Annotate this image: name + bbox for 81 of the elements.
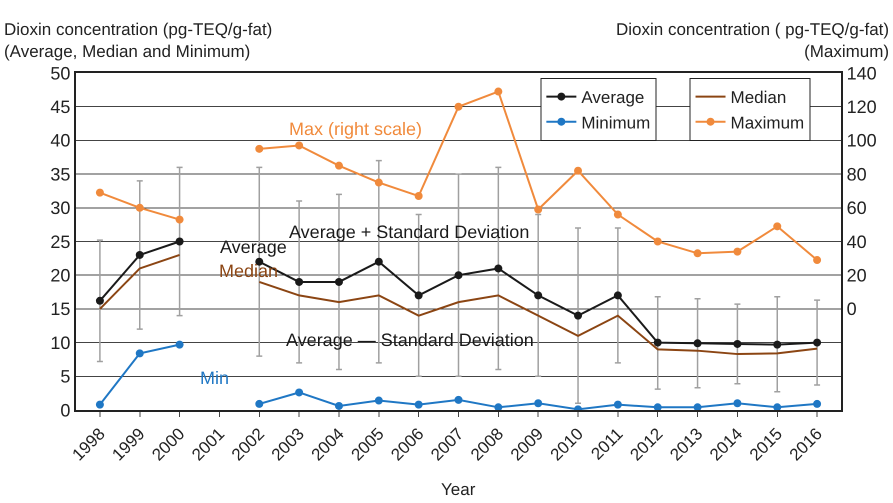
point: [334, 402, 343, 410]
point: [255, 144, 264, 153]
point: [136, 250, 144, 259]
point: [96, 188, 104, 197]
point: [574, 166, 582, 175]
point: [414, 291, 423, 300]
point: [494, 403, 502, 410]
point: [334, 162, 343, 170]
x-axis-title: Year: [441, 480, 476, 499]
y-tick-label: 45: [50, 97, 70, 117]
y2-tick-label: 40: [846, 232, 867, 252]
point: [694, 249, 702, 258]
point: [813, 400, 822, 408]
point: [136, 349, 144, 358]
y2-tick-label: 100: [846, 130, 877, 151]
y-tick-label: 5: [60, 366, 70, 387]
point: [295, 278, 304, 286]
y-tick-label: 30: [50, 198, 70, 218]
y-tick-label: 25: [50, 232, 70, 252]
point: [614, 400, 622, 409]
point: [96, 296, 104, 305]
point: [454, 396, 462, 404]
y2-tick-label: 60: [846, 198, 867, 218]
y-tick-label: 35: [50, 164, 70, 184]
point: [176, 340, 184, 349]
annotation: Average: [220, 237, 287, 257]
y-tick-label: 15: [50, 299, 70, 320]
y2-tick-label: 140: [846, 63, 877, 84]
y2-tick-label: 0: [846, 299, 857, 320]
point: [773, 340, 782, 349]
point: [454, 271, 462, 280]
point: [733, 340, 742, 348]
legend-label: Maximum: [730, 113, 804, 132]
point: [534, 399, 542, 408]
y2-tick-label: 20: [846, 266, 867, 286]
point: [374, 258, 383, 266]
point: [176, 216, 184, 224]
point: [654, 338, 662, 347]
point: [733, 248, 742, 256]
point: [176, 238, 184, 246]
point: [534, 205, 542, 214]
point: [694, 339, 702, 348]
point: [654, 238, 662, 246]
point: [255, 400, 264, 408]
point: [494, 264, 502, 272]
point: [733, 399, 742, 408]
annotation: Average + Standard Deviation: [289, 222, 530, 242]
point: [295, 141, 304, 150]
y-tick-label: 40: [50, 130, 70, 151]
point: [374, 396, 383, 405]
point: [334, 278, 343, 286]
y2-tick-label: 80: [846, 164, 867, 184]
point: [773, 222, 782, 230]
point: [494, 88, 502, 96]
point: [773, 403, 782, 410]
y-tick-label: 0: [60, 400, 70, 420]
point: [374, 178, 383, 187]
point: [454, 102, 462, 111]
annotation: Max (right scale): [289, 119, 422, 139]
point: [813, 338, 822, 347]
point: [574, 312, 582, 320]
y-tick-label: 10: [50, 332, 70, 353]
legend-label: Minimum: [581, 113, 650, 132]
point: [414, 400, 423, 409]
point: [694, 403, 702, 410]
y2-axis-title: Dioxin concentration ( pg-TEQ/g-fat) (Maximum): [616, 20, 890, 62]
y2-tick-label: 120: [846, 97, 877, 117]
point: [136, 204, 144, 212]
y-tick-label: 20: [50, 266, 70, 286]
point: [813, 256, 822, 264]
y-tick-label: 50: [50, 63, 70, 84]
y-axis-title: Dioxin concentration (pg-TEQ/g-fat) (Average, Median and Minimum): [4, 20, 272, 62]
point: [614, 210, 622, 219]
point: [414, 192, 423, 200]
legend-label: Median: [730, 88, 786, 108]
point: [295, 388, 304, 396]
point: [614, 291, 622, 300]
point: [654, 403, 662, 410]
point: [534, 291, 542, 300]
point: [96, 400, 104, 409]
legend-label: Average: [581, 88, 644, 108]
